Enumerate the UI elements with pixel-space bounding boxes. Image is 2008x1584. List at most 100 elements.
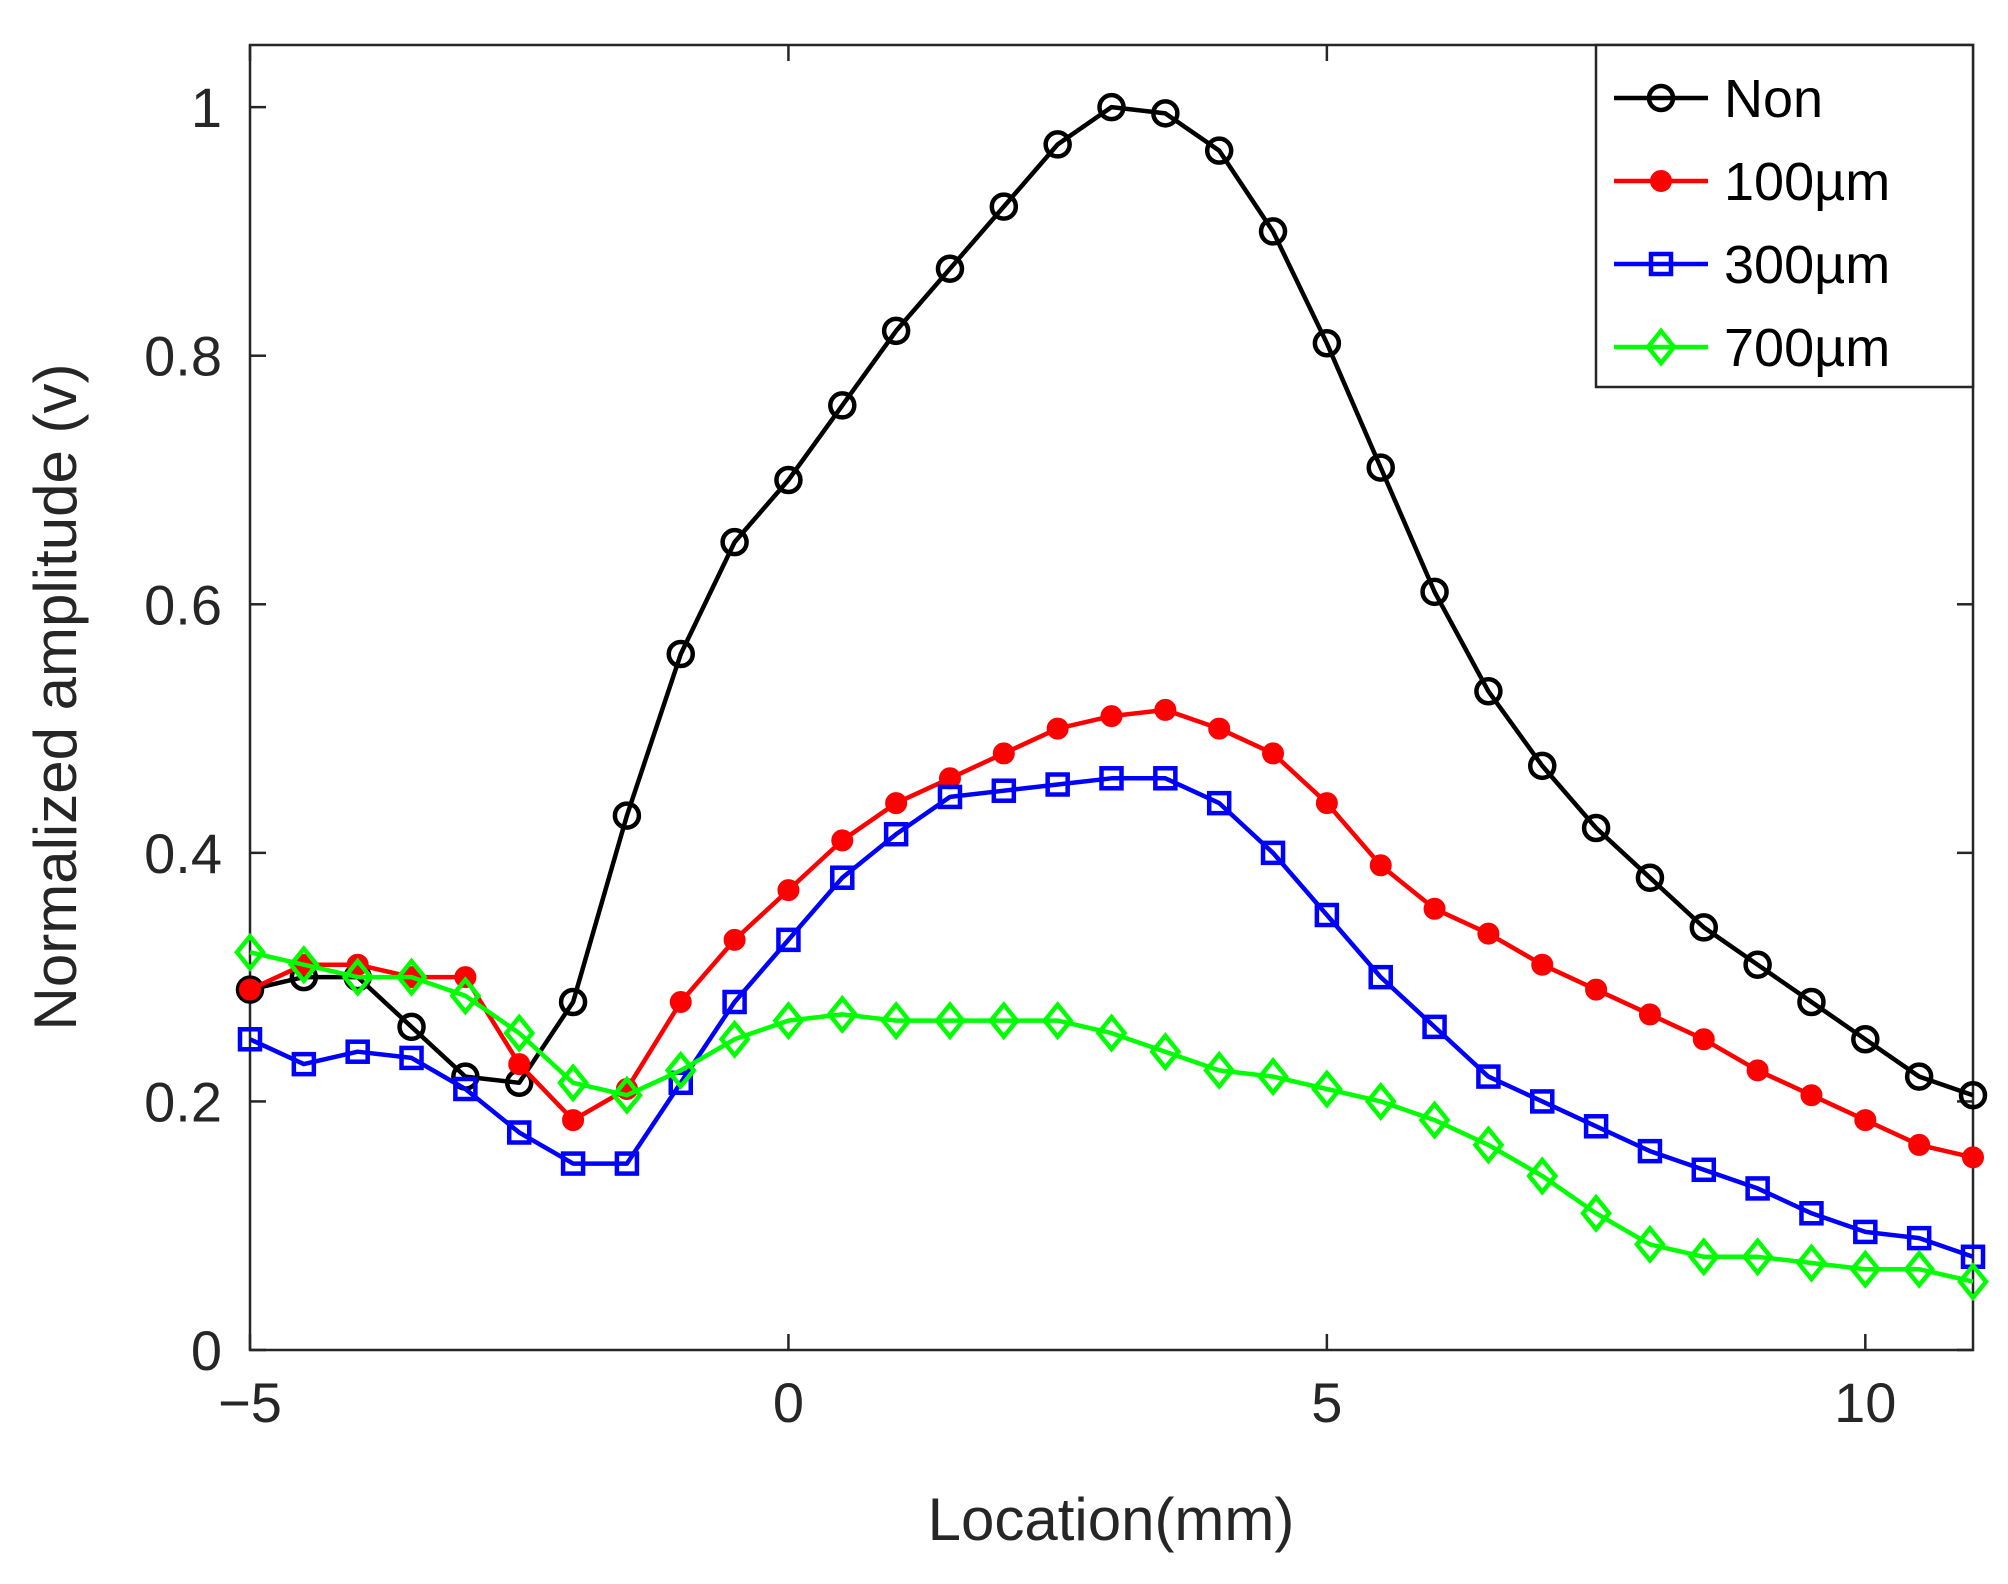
legend-item: Non	[1614, 69, 1823, 129]
data-point	[611, 1075, 643, 1115]
data-point	[1692, 1028, 1715, 1051]
data-point	[237, 1027, 263, 1052]
legend-marker	[1645, 327, 1677, 367]
data-point	[1208, 717, 1231, 740]
x-axis: −5 0 5 10	[218, 45, 1896, 1434]
data-point	[720, 527, 749, 557]
data-point	[1585, 978, 1608, 1001]
x-tick-label: 0	[773, 1371, 804, 1434]
series-layer	[234, 92, 1989, 1302]
data-point	[1315, 792, 1338, 815]
data-point	[883, 821, 909, 847]
data-point	[291, 1051, 317, 1077]
y-axis: 0 0.2 0.4 0.6 0.8 1	[144, 76, 1973, 1382]
series-3	[234, 932, 1989, 1302]
data-point	[345, 1039, 370, 1064]
data-point	[723, 928, 746, 951]
data-point	[341, 957, 374, 997]
y-tick-label: 0.8	[144, 325, 222, 388]
data-point	[612, 801, 642, 830]
data-point	[934, 1001, 966, 1041]
data-point	[1472, 1125, 1505, 1165]
legend-label: Non	[1724, 69, 1823, 129]
data-point	[1418, 1100, 1451, 1140]
data-point	[397, 1012, 426, 1042]
data-point	[1530, 1089, 1555, 1114]
data-point	[1903, 1249, 1936, 1289]
data-point	[1422, 1014, 1447, 1040]
data-point	[1580, 1193, 1612, 1233]
data-point	[557, 1063, 589, 1103]
data-point	[399, 1045, 424, 1071]
data-point	[989, 192, 1019, 221]
legend: Non 100µm 300µm 700µm	[1594, 43, 1975, 389]
data-point	[1206, 790, 1232, 816]
data-point	[503, 1013, 536, 1053]
data-point	[776, 927, 801, 953]
legend-marker	[1646, 83, 1676, 113]
data-point	[1258, 217, 1288, 246]
y-tick-label: 0.4	[144, 822, 222, 885]
data-point	[1099, 766, 1124, 791]
data-point	[287, 945, 320, 985]
data-point	[562, 1109, 585, 1132]
data-point	[830, 865, 855, 890]
data-point	[1853, 1219, 1878, 1245]
legend-label: 100µm	[1724, 152, 1890, 212]
data-point	[239, 978, 261, 1001]
data-point	[235, 975, 265, 1004]
data-point	[774, 465, 803, 495]
legend-box	[1594, 43, 1975, 389]
legend-label: 700µm	[1724, 318, 1890, 378]
data-point	[1797, 987, 1826, 1017]
data-point	[1420, 577, 1449, 607]
data-point	[666, 639, 695, 669]
data-point	[718, 1019, 751, 1059]
data-point	[1526, 1156, 1559, 1196]
data-point	[1908, 1133, 1931, 1156]
series-line	[249, 950, 1974, 1284]
y-tick-label: 0.2	[144, 1070, 222, 1133]
series-0	[235, 92, 1988, 1110]
data-point	[880, 1001, 913, 1041]
data-point	[1257, 1057, 1289, 1097]
data-point	[1906, 1225, 1932, 1251]
data-point	[508, 1053, 531, 1076]
series-2	[237, 766, 1986, 1270]
data-point	[937, 784, 963, 810]
data-point	[1635, 863, 1665, 892]
data-point	[1043, 130, 1072, 159]
data-point	[826, 994, 859, 1034]
data-point	[1046, 717, 1069, 740]
y-tick-label: 1	[191, 76, 222, 139]
legend-item: 300µm	[1614, 235, 1890, 295]
data-point	[1743, 950, 1772, 979]
data-point	[669, 991, 692, 1013]
data-point	[1153, 766, 1178, 791]
data-point	[558, 987, 588, 1017]
data-point	[1904, 1062, 1934, 1091]
data-point	[1637, 1138, 1663, 1164]
data-point	[1958, 1080, 1988, 1110]
data-point	[453, 1076, 478, 1102]
data-point	[1849, 1249, 1882, 1289]
data-point	[1100, 705, 1123, 728]
data-point	[1687, 1237, 1720, 1277]
data-point	[885, 792, 908, 815]
data-point	[1474, 677, 1503, 706]
data-point	[1476, 1064, 1501, 1089]
x-tick-label: 10	[1834, 1371, 1896, 1434]
data-point	[1149, 1032, 1182, 1072]
y-tick-label: 0.6	[144, 573, 222, 636]
data-point	[1581, 813, 1611, 843]
data-point	[1528, 751, 1557, 781]
legend-label: 300µm	[1724, 235, 1890, 295]
data-point	[831, 829, 854, 852]
y-axis-label: Normalized amplitude (v)	[22, 364, 89, 1031]
y-tick-label: 0	[191, 1319, 222, 1382]
x-tick-label: 5	[1311, 1371, 1342, 1434]
data-point	[1312, 329, 1342, 358]
data-point	[1851, 1025, 1880, 1054]
data-point	[987, 1001, 1020, 1041]
